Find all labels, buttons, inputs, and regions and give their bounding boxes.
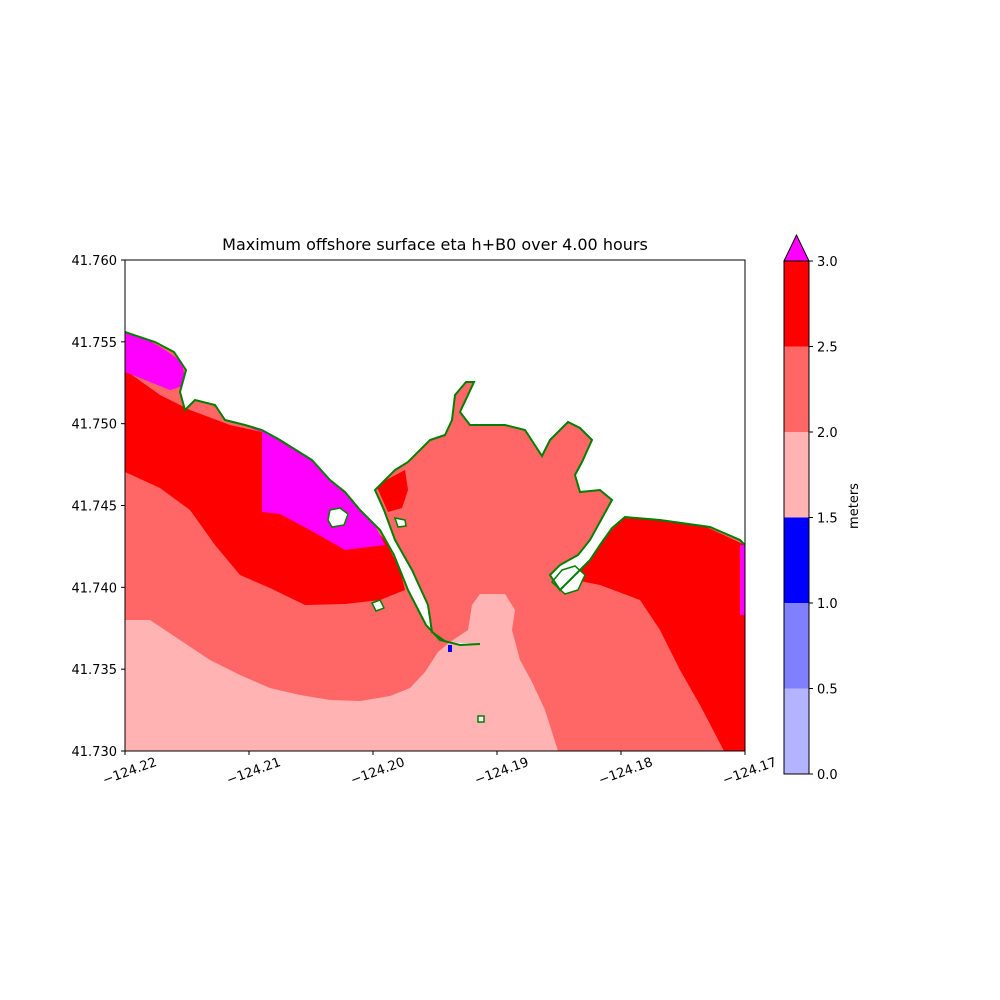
x-tick-label: −124.20	[349, 755, 407, 788]
shoreline	[125, 331, 745, 647]
band-2.5-3.0-channel	[376, 470, 408, 512]
island-a	[327, 507, 349, 528]
map-plot-area	[125, 260, 745, 751]
band-2.5-3.0-east	[575, 518, 745, 751]
band-over-3.0-nw	[125, 332, 186, 390]
y-tick-label: 41.745	[72, 500, 118, 515]
island-d	[477, 715, 485, 723]
colorbar-tick-label: 2.5	[817, 341, 838, 356]
colorbar-label: meters	[847, 483, 862, 529]
colorbar-tick-label: 2.0	[817, 426, 838, 441]
blue-cell	[448, 645, 452, 652]
colorbar-segment	[784, 603, 809, 689]
x-axis-ticks: −124.22 −124.21 −124.20 −124.19 −124.18 −124.…	[101, 751, 779, 788]
band-over-3.0-north	[250, 428, 385, 550]
y-tick-label: 41.760	[72, 254, 118, 269]
colorbar-segment	[784, 346, 809, 432]
y-tick-label: 41.740	[72, 581, 118, 596]
y-axis-ticks: 41.730 41.735 41.740 41.745 41.750 41.755 41.7…	[72, 254, 125, 760]
x-tick-label: −124.22	[101, 755, 159, 788]
y-tick-label: 41.735	[72, 663, 118, 678]
band-over-3.0-east	[740, 545, 745, 615]
colorbar-tick-label: 1.5	[817, 512, 838, 527]
colorbar-tick-label: 1.0	[817, 597, 838, 612]
band-1.5-2.0	[125, 594, 558, 751]
colorbar-segment	[784, 517, 809, 603]
y-tick-label: 41.755	[72, 336, 118, 351]
colorbar-tick-label: 3.0	[817, 255, 838, 270]
x-tick-label: −124.17	[721, 755, 779, 788]
island-b	[370, 599, 386, 612]
colorbar-segment	[784, 432, 809, 518]
y-tick-label: 41.750	[72, 418, 118, 433]
colorbar-segment	[784, 261, 809, 347]
colorbar-tick-label: 0.0	[817, 768, 838, 783]
x-tick-label: −124.21	[225, 755, 283, 788]
colorbar-tick-label: 0.5	[817, 683, 838, 698]
colorbar: 0.0 0.5 1.0 1.5 2.0 2.5 3.0	[783, 233, 838, 783]
x-tick-label: −124.18	[597, 755, 655, 788]
x-tick-label: −124.19	[473, 755, 531, 788]
y-tick-label: 41.730	[72, 745, 118, 760]
chart-title: Maximum offshore surface eta h+B0 over 4…	[222, 235, 648, 254]
land-north	[125, 260, 745, 645]
colorbar-extend-arrow	[783, 233, 810, 262]
colorbar-segment	[784, 688, 809, 774]
island-c	[393, 517, 407, 528]
